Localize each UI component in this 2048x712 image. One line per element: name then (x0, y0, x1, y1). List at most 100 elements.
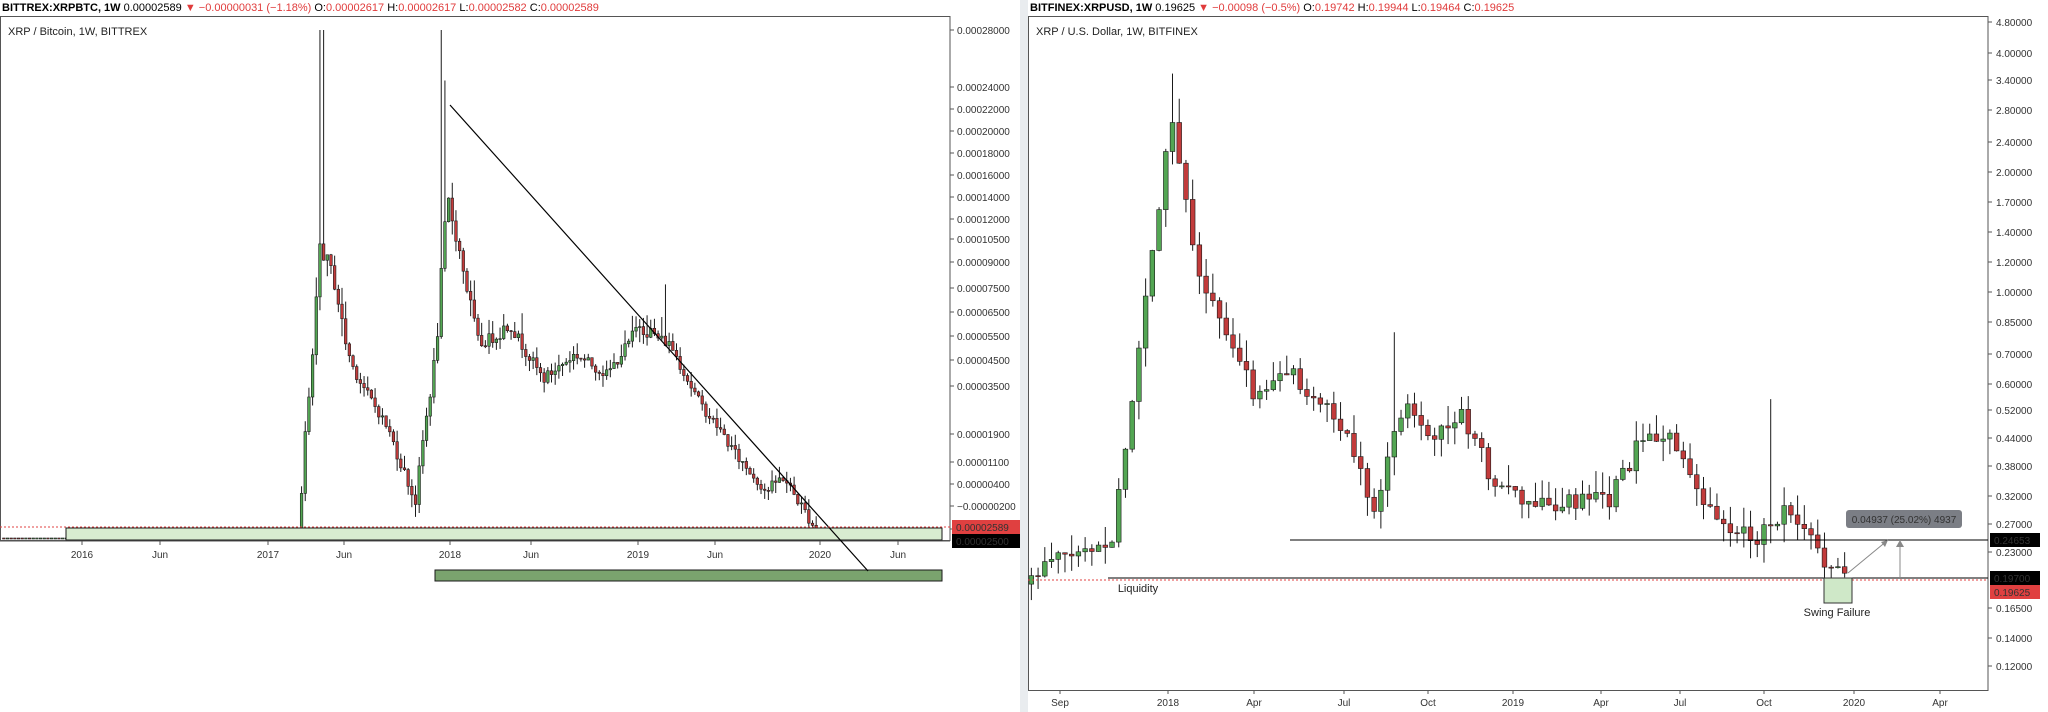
symbol-label: BITFINEX:XRPUSD, 1W (1030, 2, 1153, 14)
candle-body (483, 345, 487, 348)
y-tick-label: 1.00000 (1996, 288, 2033, 299)
candle-body (1371, 496, 1377, 512)
x-tick-label: Jun (336, 550, 352, 561)
candle-body (722, 428, 726, 435)
y-tick-label: −0.00000200 (957, 502, 1016, 513)
x-tick-label: 2020 (1843, 698, 1866, 709)
candle-body (494, 338, 498, 343)
low-label: L: (1411, 2, 1421, 14)
candle-body (1794, 514, 1801, 525)
candle-body (542, 372, 546, 383)
y-tick-label: 1.40000 (1996, 228, 2033, 239)
candle-body (1835, 566, 1841, 569)
candle-body (1526, 501, 1532, 505)
candle-body (520, 333, 524, 350)
candle-body (641, 326, 645, 335)
y-tick-label: 3.40000 (1996, 76, 2033, 87)
candle-body (557, 365, 561, 372)
x-tick-label: Apr (1593, 698, 1609, 709)
candle-body (1129, 401, 1135, 450)
candle-body (1660, 438, 1666, 442)
candle-body (1142, 295, 1149, 349)
candle-body (660, 335, 664, 339)
plot-frame (0, 16, 951, 541)
candle-body (1465, 409, 1471, 435)
candle-body (322, 243, 326, 261)
candle-body (1210, 292, 1216, 302)
candle-body (1600, 492, 1606, 495)
candle-body (693, 387, 697, 393)
close-label: C: (529, 2, 541, 14)
candle-body (1431, 435, 1438, 440)
candle-body (1566, 494, 1572, 508)
y-tick-label: 0.00010500 (957, 235, 1010, 246)
price-label: 0.00002500 (956, 537, 1009, 548)
xrpbtc-candlestick-chart[interactable]: 0.00028000 0.00024000 0.00022000 0.00020000… (0, 0, 1020, 712)
candle-body (46, 537, 50, 540)
candle-body (2, 537, 6, 540)
y-tick-label: 0.44000 (1996, 434, 2033, 445)
candle-body (1438, 425, 1445, 440)
candle-body (395, 441, 399, 460)
chart-subtitle: XRP / U.S. Dollar, 1W, BITFINEX (1036, 26, 1198, 38)
candle-body (406, 469, 410, 487)
y-tick-label: 0.00028000 (957, 26, 1010, 37)
x-tick-label: Sep (1051, 698, 1069, 709)
candle-body (538, 367, 543, 374)
candle-body (1445, 425, 1451, 429)
y-tick-label: 0.00001900 (957, 430, 1010, 441)
candle-body (1095, 544, 1102, 552)
xrpusd-candlestick-chart[interactable]: 4.80000 4.00000 3.40000 2.80000 2.40000 2.000… (1028, 0, 2048, 712)
y-tick-label: 1.70000 (1996, 198, 2033, 209)
last-price: 0.19625 (1155, 2, 1196, 14)
candle-body (1768, 524, 1774, 527)
panel-divider[interactable] (1020, 0, 1028, 712)
candle-body (619, 356, 623, 365)
candle-body (31, 537, 35, 540)
candle-body (1317, 397, 1324, 405)
y-tick-label: 0.00012000 (957, 215, 1010, 226)
candle-body (1089, 548, 1095, 552)
y-tick-label: 0.70000 (1996, 350, 2033, 361)
candle-body (435, 336, 440, 361)
candle-body (16, 537, 21, 540)
candle-body (410, 486, 414, 496)
candle-body (325, 254, 329, 261)
candle-body (549, 370, 554, 375)
y-tick-label: 0.12000 (1996, 662, 2033, 673)
x-tick-label: Apr (1932, 698, 1948, 709)
high-value: 0.19944 (1368, 2, 1409, 14)
open-label: O: (314, 2, 326, 14)
candle-body (1411, 403, 1418, 416)
x-tick-label: Jul (1338, 698, 1351, 709)
candle-body (627, 340, 631, 345)
candle-body (807, 509, 811, 524)
x-tick-label: Jun (890, 550, 906, 561)
candle-body (1640, 440, 1646, 442)
candle-body (480, 335, 484, 347)
candle-body (1055, 552, 1061, 560)
candle-body (1230, 334, 1236, 349)
y-tick-label: 0.00006500 (957, 308, 1010, 319)
price-label: 0.19625 (1994, 588, 2031, 599)
projection-arrow (1847, 539, 1889, 574)
swing-failure-box (1823, 577, 1853, 604)
candle-body (9, 537, 13, 540)
xrpbtc-chart-panel[interactable]: BITTREX:XRPBTC, 1W 0.00002589 ▼ −0.00000… (0, 0, 1020, 712)
candle-body (1418, 415, 1424, 426)
candle-body (810, 522, 815, 526)
candle-body (1270, 380, 1276, 390)
candle-body (531, 357, 535, 361)
candle-body (1190, 199, 1196, 246)
xrpusd-chart-panel[interactable]: BITFINEX:XRPUSD, 1W 0.19625 ▼ −0.00098 (… (1028, 0, 2048, 712)
candle-body (586, 357, 590, 361)
price-label-bg (952, 520, 1020, 534)
candle-body (1606, 494, 1613, 508)
candle-body (1667, 432, 1673, 440)
y-tick-label: 0.14000 (1996, 634, 2033, 645)
y-tick-label: 2.40000 (1996, 138, 2033, 149)
candle-body (303, 431, 307, 494)
price-label: 0.00002589 (956, 523, 1009, 534)
candle-body (1263, 389, 1270, 392)
